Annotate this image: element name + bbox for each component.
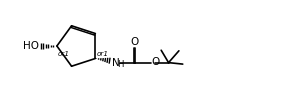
Text: HO: HO: [23, 41, 38, 51]
Text: or1: or1: [58, 51, 70, 57]
Text: N: N: [112, 58, 119, 68]
Text: O: O: [131, 37, 139, 47]
Text: or1: or1: [97, 51, 109, 57]
Text: H: H: [117, 60, 124, 69]
Text: O: O: [151, 57, 160, 67]
